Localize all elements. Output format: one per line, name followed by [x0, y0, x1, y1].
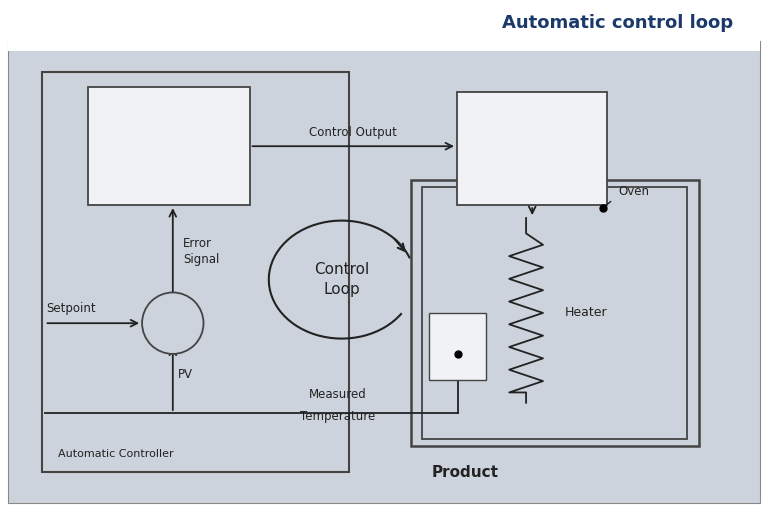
Text: Automatic Controller: Automatic Controller: [58, 449, 174, 459]
Text: Product: Product: [431, 465, 498, 480]
Bar: [422, 187, 687, 439]
Text: PV: PV: [178, 368, 194, 381]
Bar: [429, 313, 486, 380]
Text: Error
Signal: Error Signal: [183, 237, 219, 266]
Bar: [457, 92, 607, 205]
Text: Heater: Heater: [564, 306, 607, 320]
Bar: [88, 87, 250, 205]
Text: Control
Loop: Control Loop: [314, 262, 369, 297]
Text: Control
Method: Control Method: [141, 129, 197, 164]
Text: Setpoint: Setpoint: [46, 303, 96, 315]
Bar: [8, 0, 760, 51]
Bar: [411, 180, 699, 446]
Ellipse shape: [142, 292, 204, 354]
Text: Control Output: Control Output: [310, 126, 397, 139]
Text: Measured: Measured: [309, 388, 367, 401]
Text: Temperature: Temperature: [300, 410, 376, 423]
Text: Oven: Oven: [618, 185, 649, 198]
Text: Automatic control loop: Automatic control loop: [502, 14, 733, 32]
Bar: [42, 72, 349, 472]
Text: Power
Regulator: Power Regulator: [497, 131, 568, 166]
